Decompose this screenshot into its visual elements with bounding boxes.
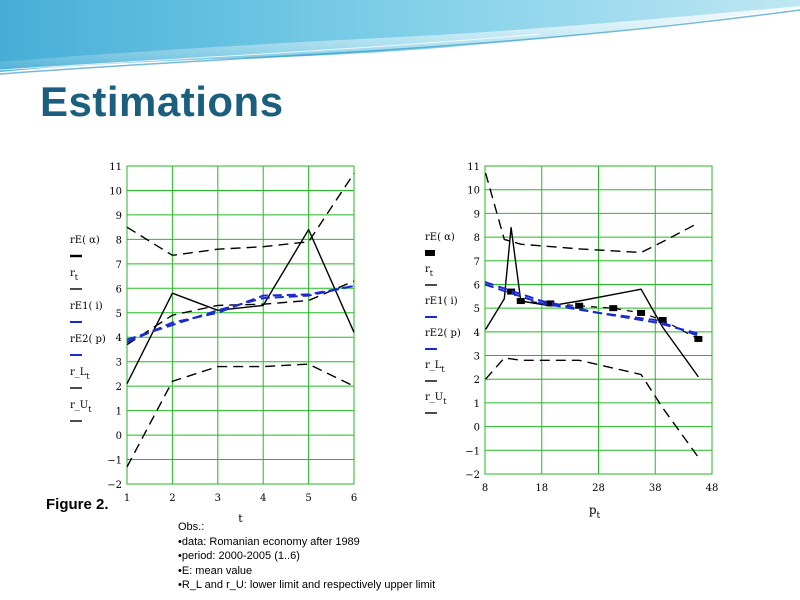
y-tick-label: 0 <box>474 423 480 434</box>
legend-marker <box>425 250 435 256</box>
legend-label: rE( α) <box>425 232 455 243</box>
notes-line: •E: mean value <box>178 564 253 577</box>
y-tick-label: −1 <box>465 446 480 457</box>
figure-caption: Figure 2. <box>46 496 109 513</box>
y-tick-label: 6 <box>474 280 480 291</box>
series-line <box>126 228 355 385</box>
legend-label: rE2( p) <box>425 328 461 339</box>
x-axis-title: t <box>238 512 243 525</box>
y-tick-label: 2 <box>474 375 480 386</box>
x-tick-label: 2 <box>169 493 175 504</box>
data-marker <box>546 300 555 307</box>
x-tick-label: 48 <box>706 483 719 494</box>
slide-title: Estimations <box>40 78 284 125</box>
data-marker <box>637 309 646 316</box>
x-tick-label: 1 <box>124 493 130 504</box>
data-marker <box>609 305 618 312</box>
series-line <box>510 291 699 340</box>
x-tick-label: 28 <box>592 483 605 494</box>
notes-line: •data: Romanian economy after 1989 <box>178 535 360 548</box>
data-marker <box>507 288 516 295</box>
x-tick-label: 3 <box>215 493 221 504</box>
series-line <box>126 363 355 468</box>
y-tick-label: 11 <box>467 162 480 173</box>
data-marker <box>658 317 667 323</box>
series-line <box>126 280 355 346</box>
y-tick-label: 5 <box>116 309 122 320</box>
notes-line: •period: 2000-2005 (1..6) <box>178 550 300 563</box>
x-tick-label: 8 <box>482 483 488 494</box>
x-tick-label: 4 <box>260 493 266 504</box>
y-tick-label: 8 <box>116 235 122 246</box>
y-tick-label: 10 <box>467 186 480 197</box>
legend-label: rE1( i) <box>425 296 458 307</box>
legend-label: rt <box>425 264 434 278</box>
y-tick-label: −1 <box>107 456 122 467</box>
y-tick-label: 0 <box>116 431 122 442</box>
notes-line: Obs.: <box>178 521 205 533</box>
y-tick-label: 2 <box>116 382 122 393</box>
y-tick-label: 3 <box>116 358 122 369</box>
legend-label: r_Lt <box>70 367 90 381</box>
legend-label: r_Ut <box>425 392 447 406</box>
y-tick-label: 10 <box>109 186 122 197</box>
legend-label: r_Ut <box>70 400 92 414</box>
y-tick-label: 7 <box>474 257 480 268</box>
y-tick-label: 3 <box>474 352 480 363</box>
series-line <box>485 357 699 458</box>
legend-label: rE( α) <box>70 235 100 246</box>
y-tick-label: 8 <box>474 233 480 244</box>
y-tick-label: 7 <box>116 260 122 271</box>
y-tick-label: −2 <box>465 470 480 481</box>
y-tick-label: 4 <box>474 328 480 339</box>
y-tick-label: 9 <box>474 209 480 220</box>
x-axis-title: pt <box>589 503 601 521</box>
data-marker <box>694 335 703 342</box>
x-tick-label: 5 <box>305 493 311 504</box>
y-tick-label: 1 <box>474 399 480 410</box>
y-tick-label: 9 <box>116 211 122 222</box>
y-tick-label: 4 <box>116 333 122 344</box>
x-tick-label: 6 <box>351 493 357 504</box>
series-line <box>126 284 355 344</box>
legend-label: rE2( p) <box>70 334 106 345</box>
chart-2: −2 −1 0 1 2 3 4 5 6 7 8 9 10 11 8 18 28 38 48 pt rE( α) rt rE1… <box>425 162 718 521</box>
series-line <box>484 172 699 254</box>
x-tick-label: 38 <box>649 483 662 494</box>
data-marker <box>575 302 584 309</box>
observations-notes: Obs.: •data: Romanian economy after 1989… <box>178 520 435 593</box>
legend-label: r_Lt <box>425 360 445 374</box>
y-tick-label: 6 <box>116 284 122 295</box>
legend-label: rt <box>70 268 79 282</box>
x-tick-label: 18 <box>535 483 548 494</box>
series-line <box>484 283 701 338</box>
banner-wave-decoration <box>0 0 800 75</box>
plot-frame <box>126 165 355 485</box>
y-tick-label: −2 <box>107 480 122 491</box>
y-tick-label: 11 <box>109 162 122 173</box>
series-line <box>126 172 355 257</box>
series-line <box>485 226 699 378</box>
y-tick-label: 1 <box>116 407 122 418</box>
notes-line: •R_L and r_U: lower limit and respective… <box>178 579 436 592</box>
legend-label: rE1( i) <box>70 301 103 312</box>
y-tick-label: 5 <box>474 304 480 315</box>
